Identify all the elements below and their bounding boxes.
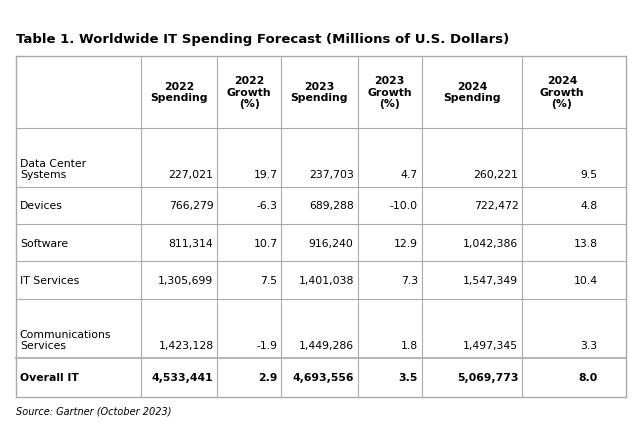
- Text: 4,693,556: 4,693,556: [292, 372, 354, 382]
- Text: 1,547,349: 1,547,349: [463, 275, 518, 285]
- Text: 766,279: 766,279: [169, 201, 213, 211]
- Text: 2.9: 2.9: [258, 372, 278, 382]
- Text: Data Center
Systems: Data Center Systems: [20, 158, 86, 180]
- Text: 10.4: 10.4: [573, 275, 598, 285]
- Text: 3.3: 3.3: [580, 340, 598, 350]
- Text: 8.0: 8.0: [579, 372, 598, 382]
- Text: 7.3: 7.3: [401, 275, 418, 285]
- Text: 2022
Growth
(%): 2022 Growth (%): [227, 76, 271, 108]
- Text: 2024
Growth
(%): 2024 Growth (%): [540, 76, 584, 108]
- Text: 722,472: 722,472: [474, 201, 518, 211]
- Text: 916,240: 916,240: [309, 238, 354, 248]
- Text: Source: Gartner (October 2023): Source: Gartner (October 2023): [16, 406, 172, 416]
- Text: 1,449,286: 1,449,286: [299, 340, 354, 350]
- Text: 4,533,441: 4,533,441: [152, 372, 213, 382]
- Text: 237,703: 237,703: [309, 170, 354, 180]
- Text: 689,288: 689,288: [309, 201, 354, 211]
- Text: Communications
Services: Communications Services: [20, 329, 111, 350]
- Text: 1,401,038: 1,401,038: [298, 275, 354, 285]
- Text: -1.9: -1.9: [257, 340, 278, 350]
- Text: 2024
Spending: 2024 Spending: [443, 82, 500, 103]
- Text: 260,221: 260,221: [474, 170, 518, 180]
- Text: 1,042,386: 1,042,386: [463, 238, 518, 248]
- Text: Software: Software: [20, 238, 68, 248]
- Text: 19.7: 19.7: [253, 170, 278, 180]
- Text: Table 1. Worldwide IT Spending Forecast (Millions of U.S. Dollars): Table 1. Worldwide IT Spending Forecast …: [16, 33, 509, 46]
- Text: 13.8: 13.8: [573, 238, 598, 248]
- Text: 5,069,773: 5,069,773: [457, 372, 518, 382]
- Text: Devices: Devices: [20, 201, 63, 211]
- Text: 2023
Spending: 2023 Spending: [291, 82, 348, 103]
- Text: -6.3: -6.3: [257, 201, 278, 211]
- Text: Overall IT: Overall IT: [20, 372, 79, 382]
- Text: 1,423,128: 1,423,128: [158, 340, 213, 350]
- Text: 12.9: 12.9: [394, 238, 418, 248]
- Text: 1.8: 1.8: [401, 340, 418, 350]
- Text: IT Services: IT Services: [20, 275, 79, 285]
- Text: 2022
Spending: 2022 Spending: [150, 82, 208, 103]
- Text: 1,497,345: 1,497,345: [463, 340, 518, 350]
- Text: 4.8: 4.8: [580, 201, 598, 211]
- Text: 4.7: 4.7: [401, 170, 418, 180]
- Text: -10.0: -10.0: [390, 201, 418, 211]
- Text: 10.7: 10.7: [253, 238, 278, 248]
- Text: 9.5: 9.5: [580, 170, 598, 180]
- Text: 227,021: 227,021: [168, 170, 213, 180]
- Text: 7.5: 7.5: [260, 275, 278, 285]
- Text: 811,314: 811,314: [169, 238, 213, 248]
- Text: 2023
Growth
(%): 2023 Growth (%): [367, 76, 412, 108]
- Text: 3.5: 3.5: [398, 372, 418, 382]
- Text: 1,305,699: 1,305,699: [158, 275, 213, 285]
